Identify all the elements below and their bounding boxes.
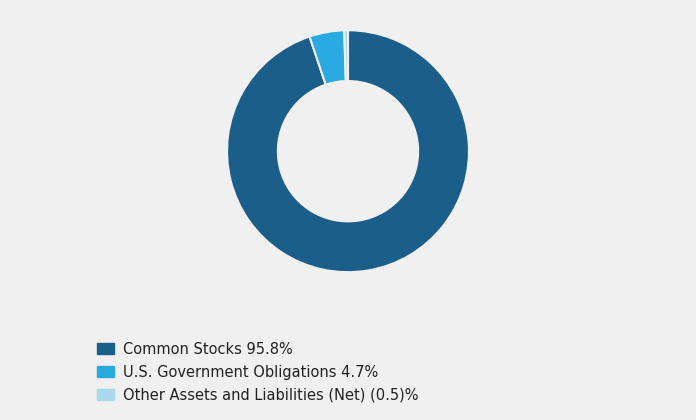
Wedge shape	[310, 30, 346, 85]
Legend: Common Stocks 95.8%, U.S. Government Obligations 4.7%, Other Assets and Liabilit: Common Stocks 95.8%, U.S. Government Obl…	[90, 336, 425, 409]
Wedge shape	[227, 30, 469, 272]
Wedge shape	[345, 30, 348, 81]
